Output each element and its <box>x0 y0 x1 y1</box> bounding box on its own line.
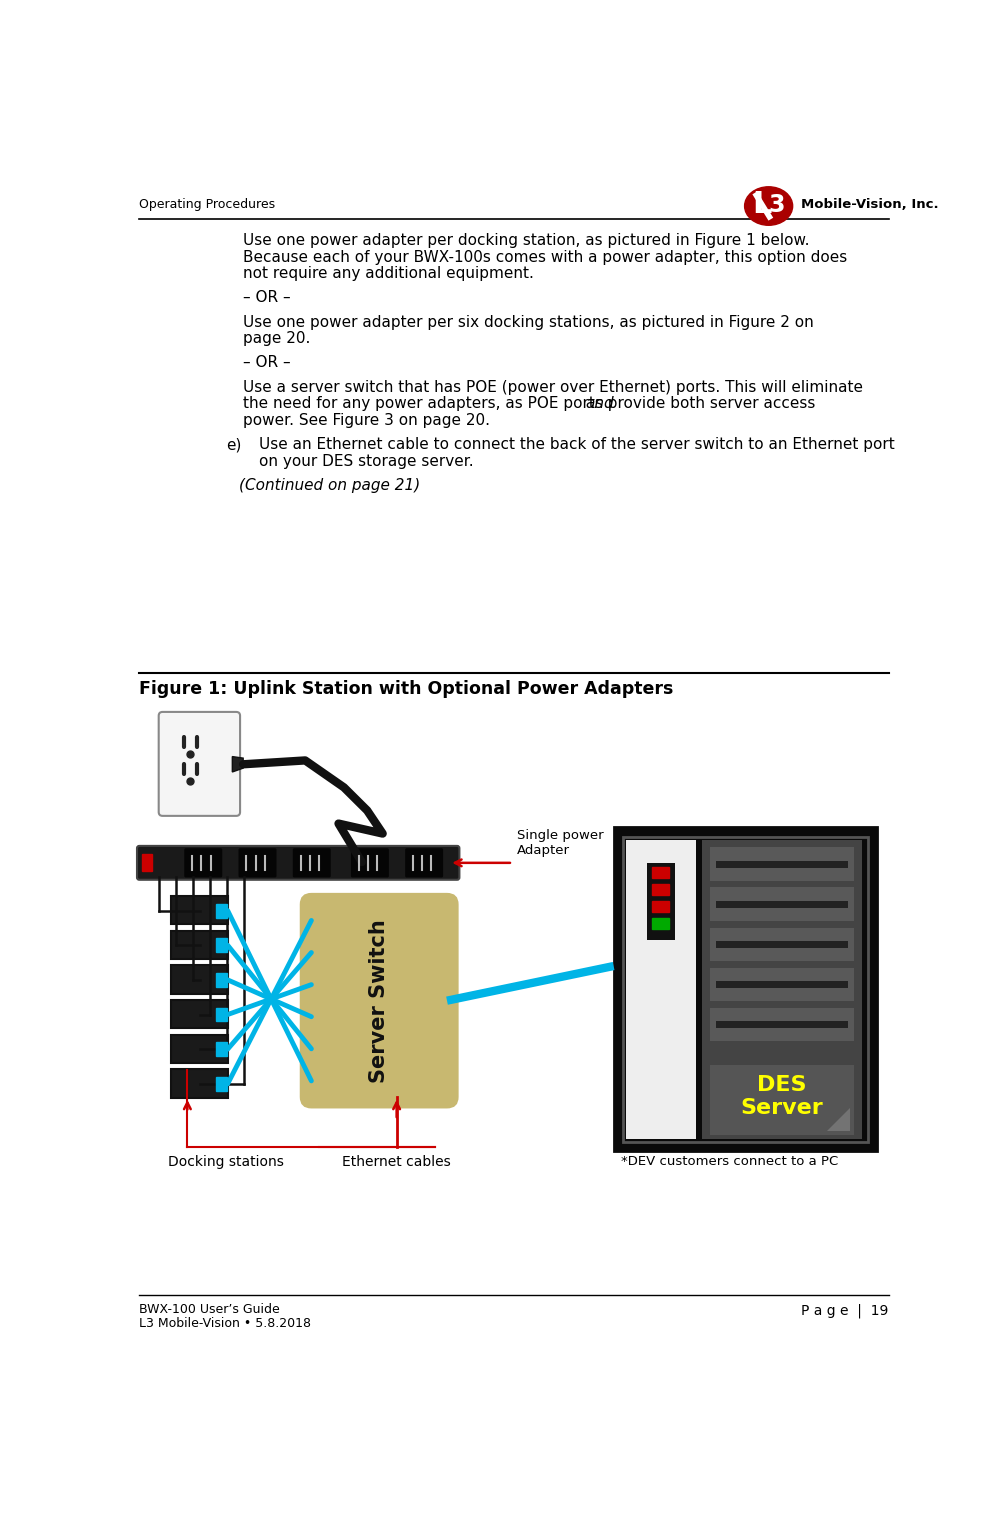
FancyBboxPatch shape <box>293 849 331 877</box>
Text: Use one power adapter per six docking stations, as pictured in Figure 2 on: Use one power adapter per six docking st… <box>242 314 813 329</box>
Ellipse shape <box>743 187 792 225</box>
FancyBboxPatch shape <box>171 965 228 994</box>
Text: power. See Figure 3 on page 20.: power. See Figure 3 on page 20. <box>242 413 490 428</box>
Text: L: L <box>752 190 772 219</box>
FancyBboxPatch shape <box>158 712 239 815</box>
FancyBboxPatch shape <box>300 893 458 1108</box>
Bar <box>215 973 226 987</box>
Bar <box>215 903 226 917</box>
Text: – OR –: – OR – <box>242 355 291 370</box>
Text: DES
Server: DES Server <box>739 1075 823 1117</box>
FancyBboxPatch shape <box>171 896 228 924</box>
Polygon shape <box>232 756 242 773</box>
Text: P a g e  |  19: P a g e | 19 <box>801 1304 888 1318</box>
FancyBboxPatch shape <box>137 846 459 880</box>
Bar <box>709 1066 853 1134</box>
Text: Figure 1: Uplink Station with Optional Power Adapters: Figure 1: Uplink Station with Optional P… <box>139 680 673 698</box>
Bar <box>701 839 861 1138</box>
Text: BWX-100 User’s Guide: BWX-100 User’s Guide <box>139 1304 280 1316</box>
Text: – OR –: – OR – <box>242 290 291 305</box>
Text: L3 Mobile-Vision • 5.8.2018: L3 Mobile-Vision • 5.8.2018 <box>139 1318 311 1330</box>
Text: the need for any power adapters, as POE ports provide both server access: the need for any power adapters, as POE … <box>242 396 820 411</box>
Bar <box>215 1043 226 1057</box>
Bar <box>215 938 226 952</box>
Bar <box>651 918 668 929</box>
FancyBboxPatch shape <box>171 1000 228 1028</box>
Bar <box>651 867 668 879</box>
Bar <box>646 862 674 940</box>
FancyBboxPatch shape <box>238 849 277 877</box>
FancyBboxPatch shape <box>184 849 222 877</box>
Text: (Continued on page 21): (Continued on page 21) <box>239 478 420 493</box>
Polygon shape <box>826 1108 849 1131</box>
Text: *DEV customers connect to a PC: *DEV customers connect to a PC <box>621 1155 838 1167</box>
Bar <box>215 1008 226 1022</box>
Bar <box>715 900 847 908</box>
Bar <box>613 827 877 1151</box>
Text: Use one power adapter per docking station, as pictured in Figure 1 below.: Use one power adapter per docking statio… <box>242 232 809 247</box>
Bar <box>715 1020 847 1028</box>
Bar <box>709 927 853 961</box>
Bar <box>715 861 847 868</box>
Bar <box>625 839 695 1138</box>
Bar <box>215 1076 226 1091</box>
Bar <box>715 981 847 988</box>
Text: on your DES storage server.: on your DES storage server. <box>259 454 473 469</box>
Bar <box>651 885 668 896</box>
FancyBboxPatch shape <box>171 1035 228 1063</box>
Bar <box>651 902 668 912</box>
Text: page 20.: page 20. <box>242 331 311 346</box>
Bar <box>622 836 867 1142</box>
Text: Ethernet cables: Ethernet cables <box>342 1155 451 1169</box>
Text: Because each of your BWX-100s comes with a power adapter, this option does: Because each of your BWX-100s comes with… <box>242 249 847 264</box>
Text: Mobile-Vision, Inc.: Mobile-Vision, Inc. <box>801 197 938 211</box>
FancyBboxPatch shape <box>405 849 443 877</box>
Text: Operating Procedures: Operating Procedures <box>139 197 276 211</box>
Text: Single power
Adapter: Single power Adapter <box>516 829 603 856</box>
Text: Docking stations: Docking stations <box>167 1155 284 1169</box>
Bar <box>709 888 853 921</box>
FancyBboxPatch shape <box>171 931 228 959</box>
FancyBboxPatch shape <box>351 849 389 877</box>
Text: Use a server switch that has POE (power over Ethernet) ports. This will eliminat: Use a server switch that has POE (power … <box>242 380 863 395</box>
Bar <box>709 847 853 882</box>
Text: 3: 3 <box>768 193 784 217</box>
Text: and: and <box>585 396 613 411</box>
Bar <box>142 855 151 871</box>
Text: Use an Ethernet cable to connect the back of the server switch to an Ethernet po: Use an Ethernet cable to connect the bac… <box>259 437 894 452</box>
Text: not require any additional equipment.: not require any additional equipment. <box>242 266 533 281</box>
Bar <box>715 941 847 949</box>
Bar <box>709 967 853 1002</box>
Text: e): e) <box>225 437 241 452</box>
Text: Server Switch: Server Switch <box>369 918 389 1082</box>
Bar <box>709 1008 853 1041</box>
FancyBboxPatch shape <box>171 1069 228 1098</box>
